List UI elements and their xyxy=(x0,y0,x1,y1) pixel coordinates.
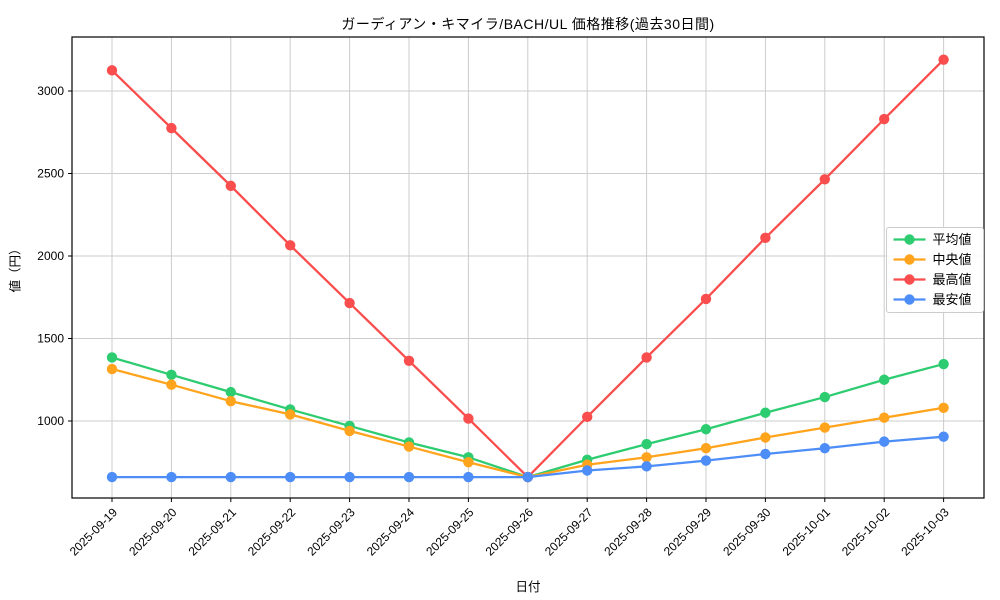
x-tick-label: 2025-09-26 xyxy=(483,505,537,559)
data-point-median xyxy=(403,441,415,452)
data-point-max xyxy=(106,65,118,76)
data-point-min xyxy=(819,443,830,454)
legend-label-min: 最安値 xyxy=(933,292,972,307)
y-tick-label: 1500 xyxy=(37,332,64,346)
x-tick-label: 2025-09-20 xyxy=(126,505,180,559)
legend-sample-marker-median xyxy=(904,254,915,265)
data-point-median xyxy=(285,409,296,420)
data-point-mean xyxy=(106,352,118,363)
data-point-mean xyxy=(938,358,949,370)
data-point-max xyxy=(225,180,236,192)
data-point-median xyxy=(641,452,652,463)
data-point-min xyxy=(938,431,949,442)
data-point-min xyxy=(403,471,415,483)
data-point-median xyxy=(760,432,771,443)
y-tick-labels: 1000 1500 2000 2500 3000 xyxy=(37,84,64,428)
data-point-median xyxy=(938,402,949,413)
x-tick-label: 2025-09-28 xyxy=(601,505,655,559)
data-point-max xyxy=(463,413,474,424)
y-tick-label: 3000 xyxy=(37,84,64,98)
grid-lines xyxy=(72,37,984,498)
legend-item-median: 中央値 xyxy=(893,252,972,267)
data-point-mean xyxy=(879,374,890,385)
data-point-mean xyxy=(225,386,236,398)
data-point-median xyxy=(700,443,712,454)
data-point-median xyxy=(166,379,177,390)
data-point-max xyxy=(403,355,415,366)
legend-item-mean: 平均値 xyxy=(893,232,972,247)
x-tick-label: 2025-09-25 xyxy=(423,505,477,559)
data-point-min xyxy=(641,461,652,472)
x-tick-labels: 2025-09-19 2025-09-20 2025-09-21 2025-09-22… xyxy=(67,505,952,559)
x-tick-label: 2025-10-01 xyxy=(780,505,834,559)
x-tick-label: 2025-09-21 xyxy=(186,505,240,559)
legend-box xyxy=(886,227,984,313)
data-point-min xyxy=(106,471,118,483)
data-point-max xyxy=(344,297,355,309)
data-point-mean xyxy=(166,369,177,380)
legend-label-median: 中央値 xyxy=(933,252,972,267)
series-min xyxy=(106,431,949,483)
data-point-max xyxy=(641,352,652,363)
x-tick-label: 2025-10-03 xyxy=(898,505,952,559)
data-point-max xyxy=(166,122,177,134)
x-tick-label: 2025-09-22 xyxy=(245,505,299,559)
data-point-min xyxy=(225,471,236,483)
data-point-max xyxy=(760,232,771,244)
data-point-min xyxy=(760,448,771,460)
data-point-max xyxy=(700,293,712,305)
data-point-mean xyxy=(641,438,652,450)
data-point-median xyxy=(106,363,118,375)
data-point-max xyxy=(819,174,830,185)
data-point-min xyxy=(879,436,890,447)
y-tick-label: 1000 xyxy=(37,414,64,428)
data-point-max xyxy=(879,113,890,125)
y-tick-label: 2500 xyxy=(37,167,64,181)
data-point-min xyxy=(463,471,474,483)
x-tick-label: 2025-09-29 xyxy=(661,505,715,559)
data-point-max xyxy=(582,411,593,423)
x-tick-label: 2025-09-23 xyxy=(304,505,358,559)
data-point-median xyxy=(879,412,890,423)
tick-marks xyxy=(68,90,945,502)
data-point-min xyxy=(700,455,712,466)
y-axis-label: 値（円） xyxy=(8,242,23,293)
data-point-max xyxy=(285,240,296,251)
x-axis-label: 日付 xyxy=(515,580,541,594)
legend-sample-marker-min xyxy=(904,294,915,305)
x-tick-label: 2025-09-30 xyxy=(720,505,774,559)
data-point-min xyxy=(166,471,177,483)
chart-title: ガーディアン・キマイラ/BACH/UL 価格推移(過去30日間) xyxy=(341,16,715,32)
data-point-max xyxy=(938,54,949,65)
data-point-min xyxy=(522,471,533,483)
legend-item-min: 最安値 xyxy=(893,292,972,307)
legend-sample-marker-mean xyxy=(904,234,915,245)
data-point-mean xyxy=(760,407,771,418)
data-point-median xyxy=(225,396,236,407)
data-point-median xyxy=(344,425,355,437)
data-point-min xyxy=(344,471,355,483)
x-tick-label: 2025-09-24 xyxy=(364,505,418,559)
data-point-median xyxy=(819,422,830,433)
data-point-median xyxy=(463,457,474,468)
x-tick-label: 2025-09-27 xyxy=(542,505,596,559)
data-point-min xyxy=(285,471,296,483)
legend-item-max: 最高値 xyxy=(893,272,972,287)
x-tick-label: 2025-10-02 xyxy=(839,505,893,559)
data-point-min xyxy=(582,465,593,476)
legend-label-mean: 平均値 xyxy=(933,232,972,247)
legend-sample-marker-max xyxy=(904,274,915,285)
data-point-mean xyxy=(700,424,712,435)
x-tick-label: 2025-09-19 xyxy=(67,505,121,559)
y-tick-label: 2000 xyxy=(37,249,64,263)
legend-label-max: 最高値 xyxy=(933,272,972,287)
data-point-mean xyxy=(819,391,830,403)
